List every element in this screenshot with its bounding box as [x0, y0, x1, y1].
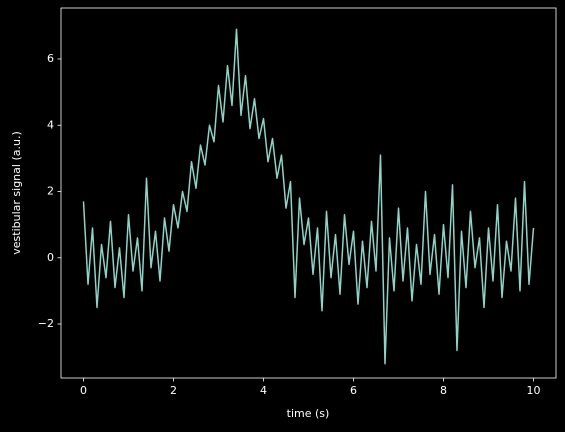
x-tick-label: 0 [80, 384, 87, 397]
line-series [82, 28, 535, 365]
y-tick-label: 2 [47, 185, 54, 198]
y-tick-label: 6 [47, 52, 54, 65]
y-tick-label: 4 [47, 118, 54, 131]
y-tick-label: 0 [47, 251, 54, 264]
x-tick-label: 6 [350, 384, 357, 397]
y-tick-label: −2 [38, 317, 54, 330]
x-axis-label: time (s) [287, 407, 330, 420]
plot-frame [60, 7, 557, 379]
x-tick-label: 2 [170, 384, 177, 397]
y-axis-label: vestibular signal (a.u.) [10, 131, 23, 254]
x-tick-label: 8 [440, 384, 447, 397]
x-tick-label: 4 [260, 384, 267, 397]
x-tick-label: 10 [527, 384, 541, 397]
